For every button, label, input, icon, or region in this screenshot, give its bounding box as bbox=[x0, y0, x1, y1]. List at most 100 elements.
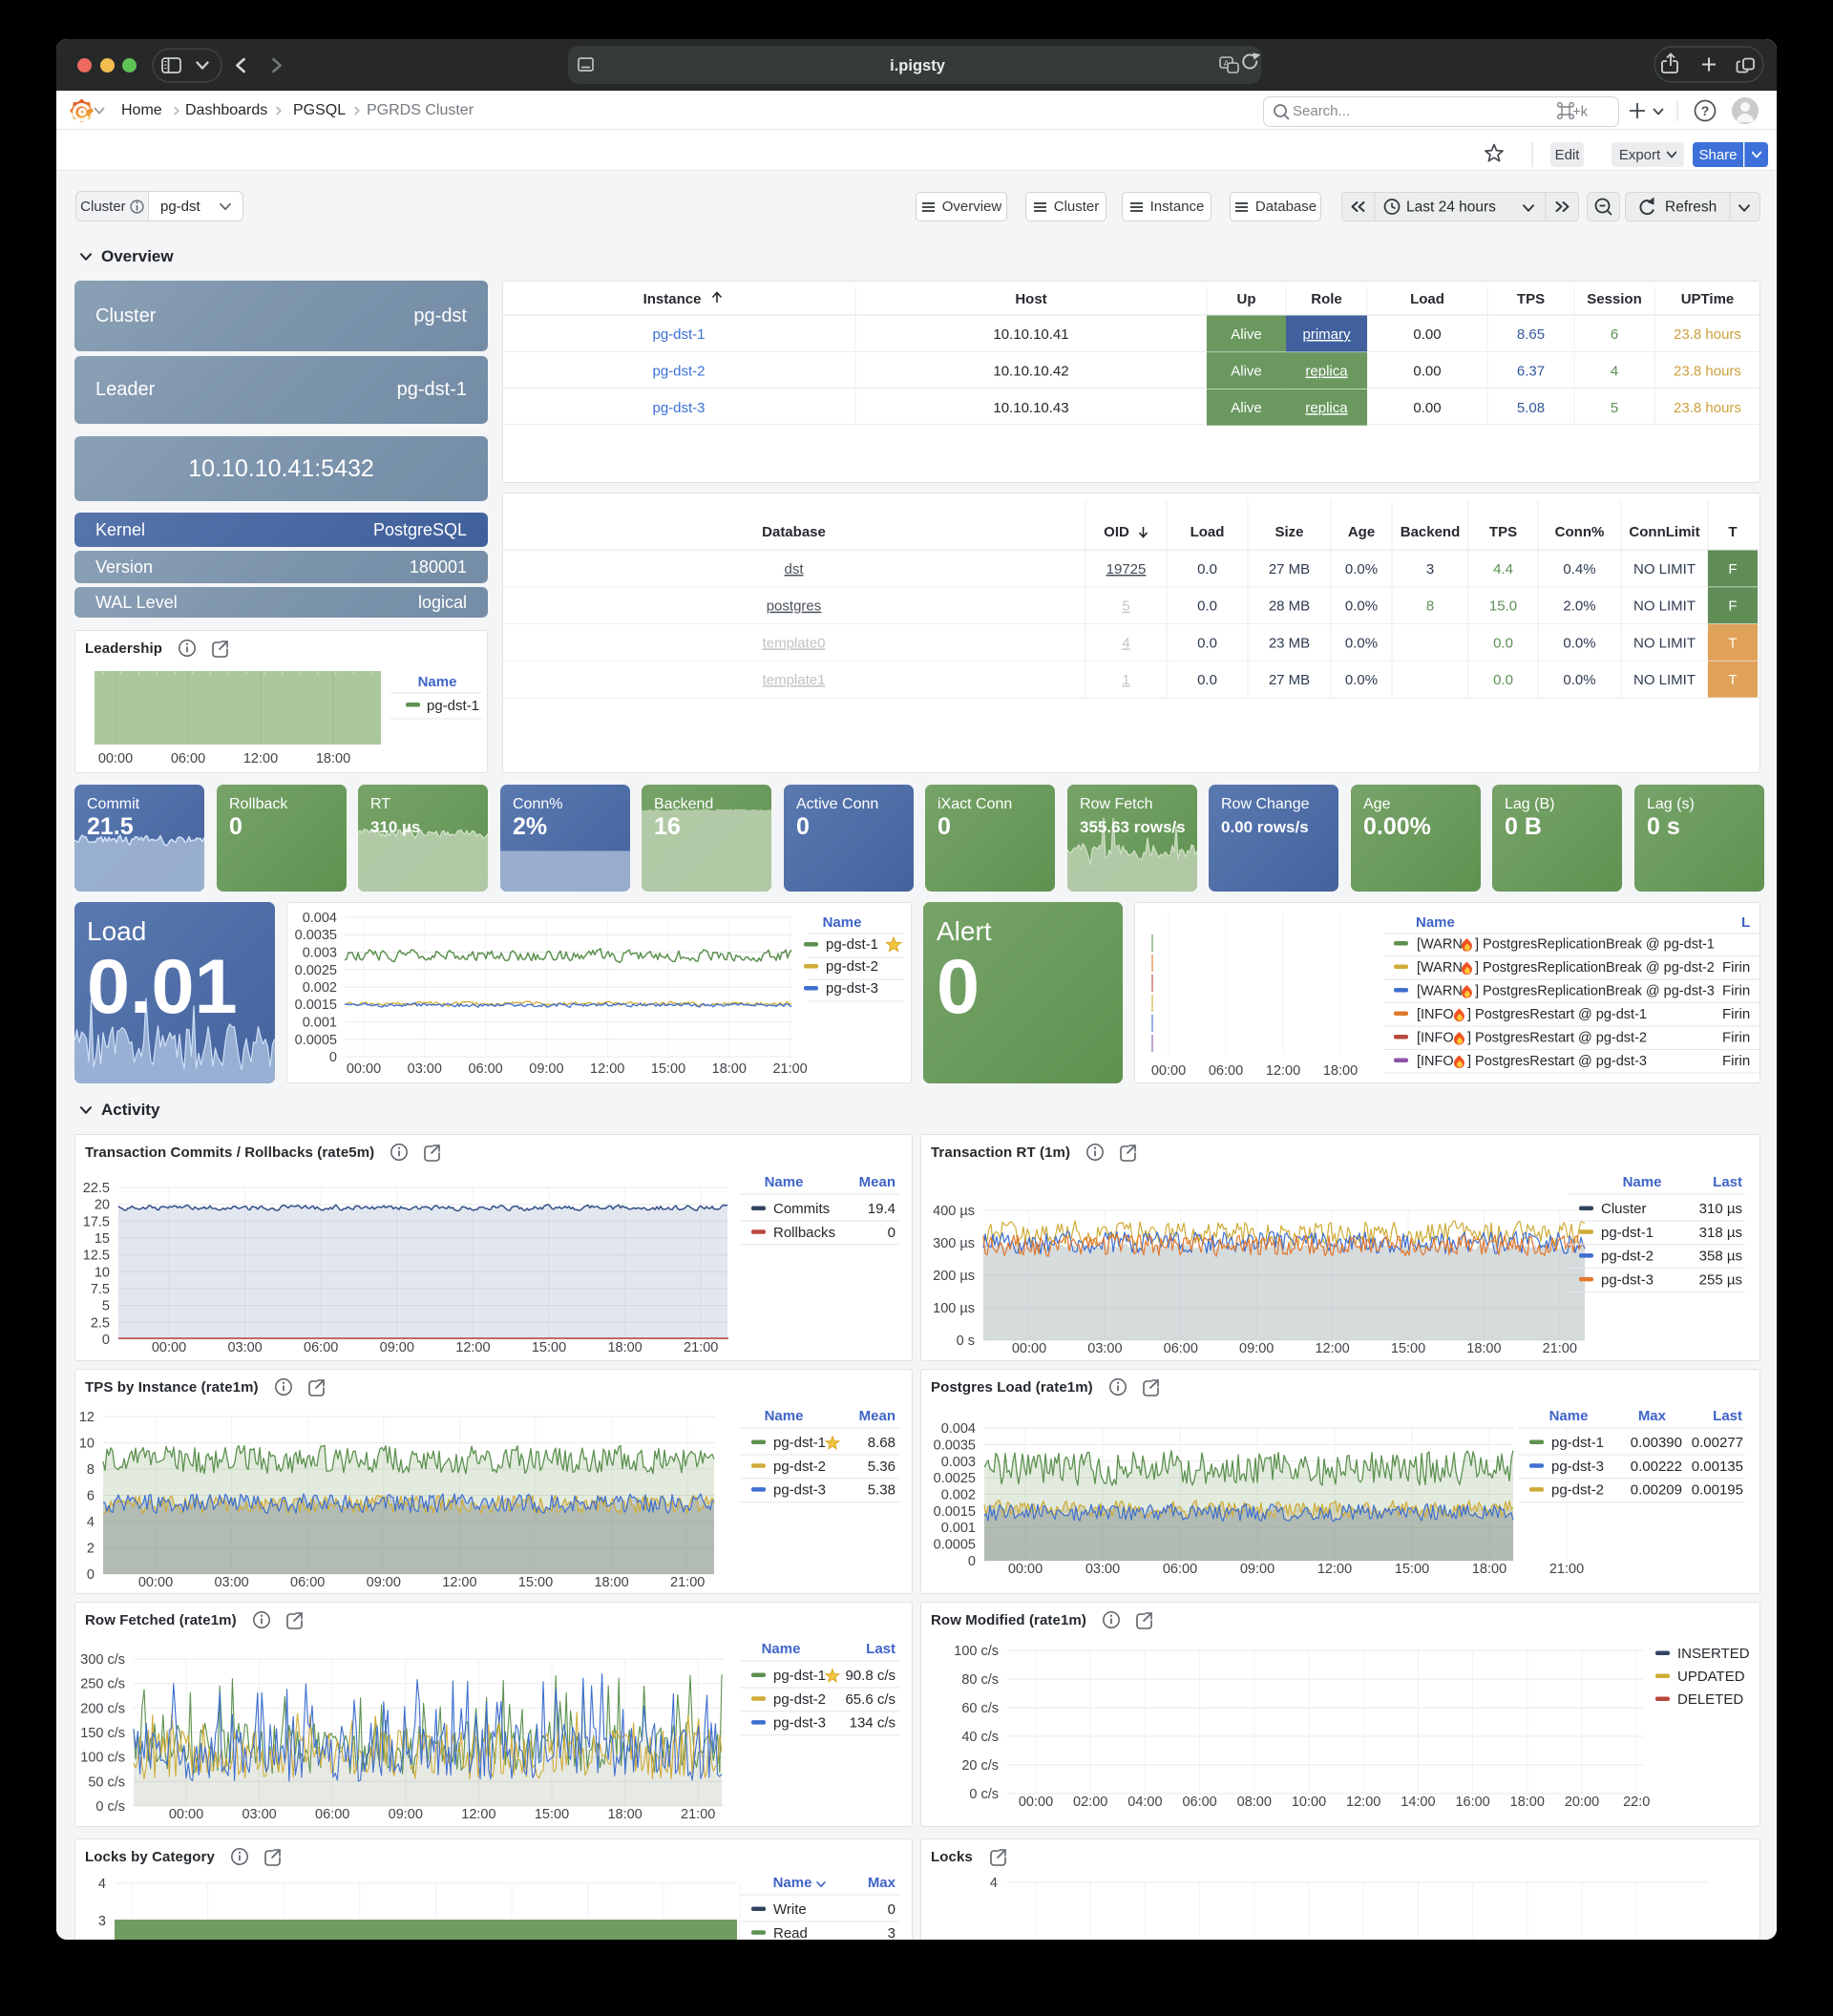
svg-text:06:00: 06:00 bbox=[290, 1575, 325, 1590]
svg-text:4: 4 bbox=[990, 1876, 998, 1891]
svg-text:T: T bbox=[1728, 635, 1737, 651]
svg-text:18:00: 18:00 bbox=[607, 1340, 642, 1355]
svg-text:0.0%: 0.0% bbox=[1345, 561, 1378, 578]
svg-text:pg-dst-2: pg-dst-2 bbox=[773, 1691, 826, 1708]
svg-text:0.001: 0.001 bbox=[303, 1016, 337, 1031]
svg-text:16:00: 16:00 bbox=[1455, 1795, 1489, 1810]
svg-text:00:00: 00:00 bbox=[1019, 1795, 1053, 1810]
svg-text:0: 0 bbox=[968, 1554, 976, 1569]
svg-text:100 c/s: 100 c/s bbox=[80, 1751, 125, 1766]
svg-text:8: 8 bbox=[87, 1462, 95, 1478]
svg-text:09:00: 09:00 bbox=[367, 1575, 401, 1590]
svg-text:] PostgresRestart @ pg-dst-1: ] PostgresRestart @ pg-dst-1 bbox=[1467, 1007, 1647, 1022]
svg-text:3: 3 bbox=[888, 1925, 895, 1940]
svg-text:12:00: 12:00 bbox=[243, 751, 278, 766]
svg-text:replica: replica bbox=[1305, 400, 1348, 416]
svg-text:TPS: TPS bbox=[1517, 291, 1545, 307]
svg-text:06:00: 06:00 bbox=[1209, 1063, 1243, 1079]
svg-text:310 µs: 310 µs bbox=[1699, 1201, 1742, 1217]
svg-text:02:00: 02:00 bbox=[1073, 1795, 1107, 1810]
svg-text:15:00: 15:00 bbox=[518, 1575, 553, 1590]
svg-text:21:00: 21:00 bbox=[772, 1061, 807, 1077]
svg-text:Conn%: Conn% bbox=[1555, 524, 1605, 540]
svg-text:00:00: 00:00 bbox=[1012, 1341, 1046, 1356]
svg-text:pg-dst-2: pg-dst-2 bbox=[773, 1459, 826, 1475]
svg-text:0.002: 0.002 bbox=[941, 1488, 976, 1503]
svg-text:12:00: 12:00 bbox=[1315, 1341, 1349, 1356]
svg-text:00:00: 00:00 bbox=[98, 751, 133, 766]
svg-text:18:00: 18:00 bbox=[1466, 1341, 1501, 1356]
svg-text:F: F bbox=[1728, 561, 1737, 578]
svg-text:pg-dst-3: pg-dst-3 bbox=[1551, 1459, 1604, 1475]
svg-text:Alive: Alive bbox=[1231, 364, 1262, 380]
svg-text:0.0015: 0.0015 bbox=[934, 1504, 976, 1520]
svg-text:Database: Database bbox=[762, 524, 826, 540]
svg-text:NO LIMIT: NO LIMIT bbox=[1633, 598, 1696, 615]
svg-text:0: 0 bbox=[102, 1333, 110, 1348]
svg-text:0.004: 0.004 bbox=[303, 911, 337, 926]
svg-text:8.68: 8.68 bbox=[868, 1435, 895, 1451]
svg-text:06:00: 06:00 bbox=[1163, 1562, 1197, 1577]
svg-text:pg-dst-2: pg-dst-2 bbox=[1601, 1249, 1654, 1265]
svg-text:0.0005: 0.0005 bbox=[295, 1033, 337, 1048]
svg-text:23.8 hours: 23.8 hours bbox=[1674, 326, 1741, 343]
svg-text:ConnLimit: ConnLimit bbox=[1629, 524, 1699, 540]
svg-text:40 c/s: 40 c/s bbox=[961, 1730, 999, 1745]
svg-text:T: T bbox=[1728, 672, 1737, 688]
svg-text:Alive: Alive bbox=[1231, 326, 1262, 343]
svg-text:12:00: 12:00 bbox=[1266, 1063, 1300, 1079]
svg-text:250 c/s: 250 c/s bbox=[80, 1677, 125, 1692]
svg-text:i.pigsty: i.pigsty bbox=[890, 57, 946, 74]
svg-text:18:00: 18:00 bbox=[1323, 1063, 1358, 1079]
svg-text:Mean: Mean bbox=[859, 1174, 895, 1190]
svg-text:0: 0 bbox=[329, 1050, 337, 1065]
svg-text:6: 6 bbox=[87, 1489, 95, 1504]
svg-text:2.5: 2.5 bbox=[91, 1315, 110, 1331]
svg-text:A: A bbox=[1223, 59, 1229, 69]
svg-text:Name: Name bbox=[765, 1174, 804, 1190]
svg-text:1: 1 bbox=[1122, 672, 1129, 688]
svg-text:4: 4 bbox=[98, 1877, 106, 1892]
svg-text:18:00: 18:00 bbox=[712, 1061, 747, 1077]
svg-text:10.10.10.41: 10.10.10.41 bbox=[993, 326, 1068, 343]
svg-text:pg-dst-1: pg-dst-1 bbox=[773, 1435, 826, 1451]
svg-text:7.5: 7.5 bbox=[91, 1282, 110, 1297]
svg-text:pg-dst-1: pg-dst-1 bbox=[826, 936, 878, 953]
svg-text:00:00: 00:00 bbox=[1008, 1562, 1043, 1577]
svg-text:358 µs: 358 µs bbox=[1699, 1249, 1742, 1265]
svg-text:20:00: 20:00 bbox=[1565, 1795, 1599, 1810]
svg-text:15: 15 bbox=[95, 1231, 110, 1247]
svg-text:Alive: Alive bbox=[1231, 400, 1262, 416]
svg-text:Load: Load bbox=[1410, 291, 1444, 307]
svg-text:0.00195: 0.00195 bbox=[1692, 1482, 1743, 1499]
svg-text:[WARN: [WARN bbox=[1417, 937, 1463, 953]
svg-text:DELETED: DELETED bbox=[1677, 1691, 1743, 1708]
svg-text:0.002: 0.002 bbox=[303, 980, 337, 996]
svg-text:0: 0 bbox=[888, 1901, 895, 1918]
svg-text:09:00: 09:00 bbox=[1240, 1562, 1275, 1577]
svg-text:21:00: 21:00 bbox=[1549, 1562, 1584, 1577]
svg-text:L: L bbox=[1741, 914, 1750, 931]
svg-text:50 c/s: 50 c/s bbox=[88, 1774, 125, 1790]
svg-text:] PostgresReplicationBreak @ p: ] PostgresReplicationBreak @ pg-dst-3 bbox=[1475, 984, 1715, 999]
svg-text:20 c/s: 20 c/s bbox=[961, 1758, 999, 1774]
svg-text:[INFO: [INFO bbox=[1417, 1054, 1454, 1069]
svg-text:Read: Read bbox=[773, 1925, 808, 1940]
svg-text:pg-dst-2: pg-dst-2 bbox=[826, 958, 878, 975]
svg-text:pg-dst-1: pg-dst-1 bbox=[773, 1668, 826, 1684]
svg-text:pg-dst-3: pg-dst-3 bbox=[1601, 1271, 1654, 1288]
svg-text:] PostgresReplicationBreak @ p: ] PostgresReplicationBreak @ pg-dst-1 bbox=[1475, 937, 1715, 953]
svg-text:06:00: 06:00 bbox=[171, 751, 205, 766]
svg-text:5: 5 bbox=[1611, 400, 1618, 416]
svg-text:Last: Last bbox=[1713, 1408, 1742, 1424]
svg-text:Size: Size bbox=[1275, 524, 1303, 540]
svg-text:400 µs: 400 µs bbox=[933, 1204, 975, 1219]
svg-text:?: ? bbox=[1701, 103, 1710, 118]
svg-text:00:00: 00:00 bbox=[138, 1575, 173, 1590]
svg-text:80 c/s: 80 c/s bbox=[961, 1672, 999, 1688]
svg-text:Up: Up bbox=[1237, 291, 1256, 307]
svg-text:template1: template1 bbox=[763, 672, 826, 688]
svg-text:150 c/s: 150 c/s bbox=[80, 1726, 125, 1741]
svg-text:0.0%: 0.0% bbox=[1563, 635, 1595, 651]
svg-text:] PostgresReplicationBreak @ p: ] PostgresReplicationBreak @ pg-dst-2 bbox=[1475, 960, 1715, 976]
